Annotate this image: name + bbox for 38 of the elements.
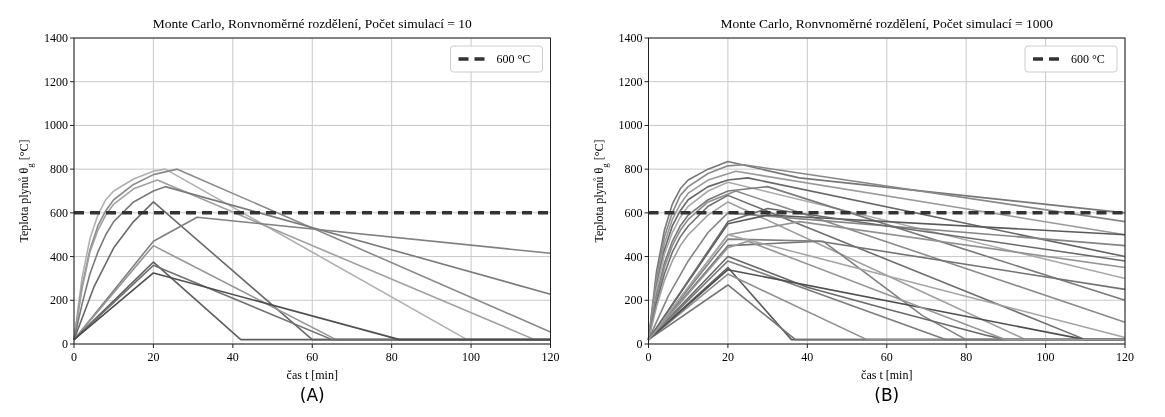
x-tick-label: 100 xyxy=(1036,350,1055,364)
y-tick-label: 0 xyxy=(636,337,643,351)
legend-label: 600 °C xyxy=(496,52,531,66)
chart-title: Monte Carlo, Ronvnoměrné rozdělení, Počet simulací = 10 xyxy=(152,16,473,31)
x-axis-title: čas t [min] xyxy=(286,368,338,382)
y-tick-label: 1000 xyxy=(44,118,68,133)
y-tick-label: 400 xyxy=(624,249,643,264)
y-tick-label: 0 xyxy=(62,337,68,351)
x-tick-label: 60 xyxy=(306,350,319,364)
x-tick-label: 20 xyxy=(147,350,160,364)
text: (B) xyxy=(874,385,900,405)
x-tick-label: 0 xyxy=(645,350,652,364)
x-tick-label: 40 xyxy=(801,350,814,364)
legend-label: 600 °C xyxy=(1071,52,1105,66)
x-tick-label: 20 xyxy=(721,350,734,364)
x-axis-title: čas t [min] xyxy=(861,368,913,382)
y-tick-label: 800 xyxy=(50,162,68,177)
x-tick-label: 40 xyxy=(226,350,239,364)
y-tick-label: 200 xyxy=(50,293,68,308)
text: (A) xyxy=(299,385,325,405)
x-tick-label: 80 xyxy=(960,350,973,364)
chart-title: Monte Carlo, Ronvnoměrné rozdělení, Počet simulací = 1000 xyxy=(720,16,1054,31)
y-tick-label: 800 xyxy=(624,162,643,177)
y-tick-label: 1000 xyxy=(618,118,643,133)
y-tick-label: 1400 xyxy=(618,31,643,45)
y-tick-label: 200 xyxy=(624,293,643,308)
y-tick-label: 600 xyxy=(50,205,68,220)
x-tick-label: 100 xyxy=(462,350,481,364)
x-tick-label: 80 xyxy=(385,350,398,364)
x-tick-label: 60 xyxy=(880,350,893,364)
y-tick-label: 600 xyxy=(624,205,643,220)
y-tick-label: 1200 xyxy=(618,74,643,89)
x-tick-label: 0 xyxy=(71,350,77,364)
y-tick-label: 1200 xyxy=(44,74,68,89)
y-tick-label: 400 xyxy=(50,249,68,264)
x-tick-label: 120 xyxy=(1116,350,1134,364)
x-tick-label: 120 xyxy=(541,350,560,364)
y-tick-label: 1400 xyxy=(44,31,68,45)
